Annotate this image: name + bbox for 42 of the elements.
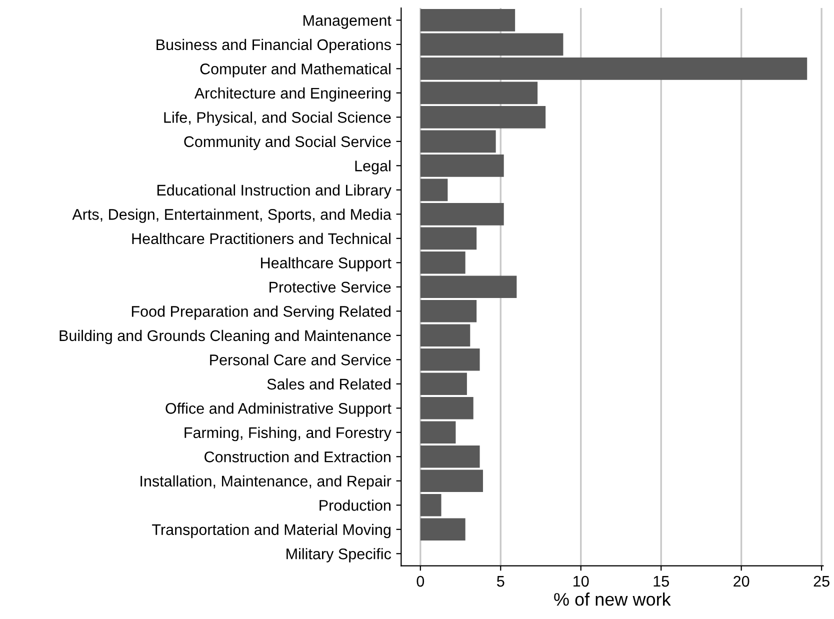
bar (420, 9, 516, 32)
y-tick-label: Business and Financial Operations (156, 38, 391, 54)
bar (420, 276, 517, 298)
y-tick-label: Healthcare Support (261, 257, 392, 272)
y-tick-label: Construction and Extraction (204, 451, 390, 462)
y-tick-label: Community and Social Service (184, 136, 391, 150)
x-tick-label: 10 (574, 576, 589, 587)
y-tick-label: Architecture and Engineering (194, 87, 390, 102)
bar (420, 58, 808, 80)
y-tick-label: Legal (355, 160, 390, 174)
y-tick-label: Management (304, 15, 392, 29)
y-tick-label: Food Preparation and Serving Related (132, 306, 390, 320)
x-axis-title: % of new work (554, 592, 671, 606)
bar (420, 203, 504, 226)
x-tick-label: 5 (497, 576, 504, 587)
bar (420, 178, 448, 202)
y-tick-label: Building and Grounds Cleaning and Maintenance (60, 330, 391, 344)
bar (420, 227, 477, 250)
y-tick-label: Educational Instruction and Library (157, 184, 392, 199)
y-tick-label: Sales and Related (267, 378, 390, 390)
bar (420, 106, 546, 128)
y-tick-label: Protective Service (270, 281, 391, 293)
y-tick-label: Healthcare Practitioners and Technical (132, 232, 390, 244)
x-tick-label: 20 (734, 576, 750, 587)
x-tick-label: 15 (654, 576, 669, 587)
y-tick-label: Farming, Fishing, and Forestry (184, 426, 392, 442)
bar (420, 82, 538, 104)
y-tick-label: Office and Administrative Support (166, 402, 392, 417)
y-tick-label: Life, Physical, and Social Science (164, 112, 391, 126)
y-tick-label: Production (320, 500, 390, 511)
bar (420, 154, 504, 177)
y-tick-label: Military Specific (286, 548, 392, 562)
y-tick-label: Transportation and Material Moving (152, 524, 390, 538)
x-tick-label: 25 (814, 576, 830, 587)
x-tick-label: 0 (416, 576, 424, 587)
y-tick-label: Personal Care and Service (210, 354, 391, 366)
y-tick-label: Computer and Mathematical (200, 63, 390, 78)
y-tick-label: Arts, Design, Entertainment, Sports, and Media (72, 208, 392, 223)
y-tick-label: Installation, Maintenance, and Repair (140, 475, 392, 490)
bar (420, 33, 564, 56)
bar (420, 252, 466, 274)
bar (420, 130, 496, 153)
